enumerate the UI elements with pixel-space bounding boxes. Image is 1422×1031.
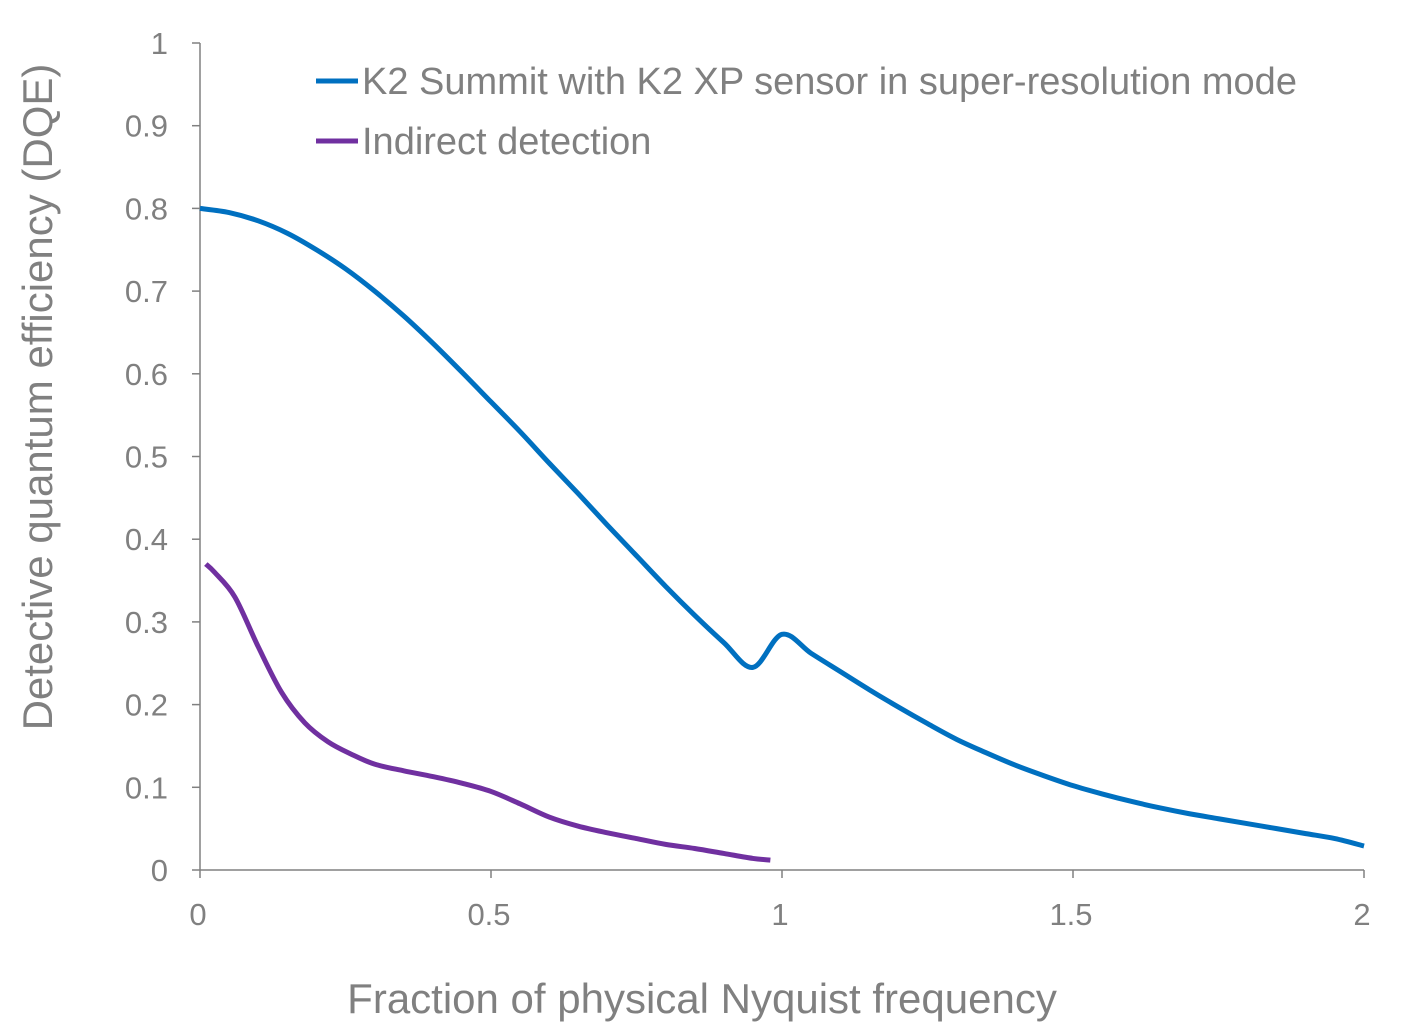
ticks-layer: 0 0.1 0.2 0.3 0.4 0.5 0.6 0.7 0.8 0.9 1 0 0.5 1 1.5 2 [125, 26, 1371, 932]
x-tick-label: 0 [189, 897, 206, 932]
y-tick-label: 1 [151, 26, 168, 61]
x-tick-label: 1.5 [1049, 897, 1092, 932]
axes-layer [199, 43, 1364, 871]
y-tick-label: 0.2 [125, 688, 168, 723]
x-tick-label: 0.5 [467, 897, 510, 932]
series-layer [199, 205, 1365, 863]
y-tick-label: 0.4 [125, 522, 168, 557]
series-line-indirect-detection [204, 562, 771, 863]
y-tick-label: 0.5 [125, 440, 168, 475]
legend-label-indirect-detection: Indirect detection [362, 121, 651, 163]
y-axis-title: Detective quantum efficiency (DQE) [14, 64, 61, 731]
x-tick-label: 2 [1353, 897, 1370, 932]
x-tick-label: 1 [771, 897, 788, 932]
x-axis-title: Fraction of physical Nyquist frequency [347, 975, 1057, 1022]
series-line-k2-summit [199, 205, 1365, 849]
y-tick-label: 0.7 [125, 274, 168, 309]
y-tick-label: 0.6 [125, 357, 168, 392]
y-tick-label: 0.9 [125, 109, 168, 144]
y-tick-label: 0 [151, 853, 168, 888]
legend-label-k2-summit: K2 Summit with K2 XP sensor in super-res… [362, 61, 1297, 103]
legend: K2 Summit with K2 XP sensor in super-res… [316, 61, 1297, 163]
y-tick-label: 0.8 [125, 191, 168, 226]
y-tick-label: 0.3 [125, 605, 168, 640]
y-tick-label: 0.1 [125, 770, 168, 805]
